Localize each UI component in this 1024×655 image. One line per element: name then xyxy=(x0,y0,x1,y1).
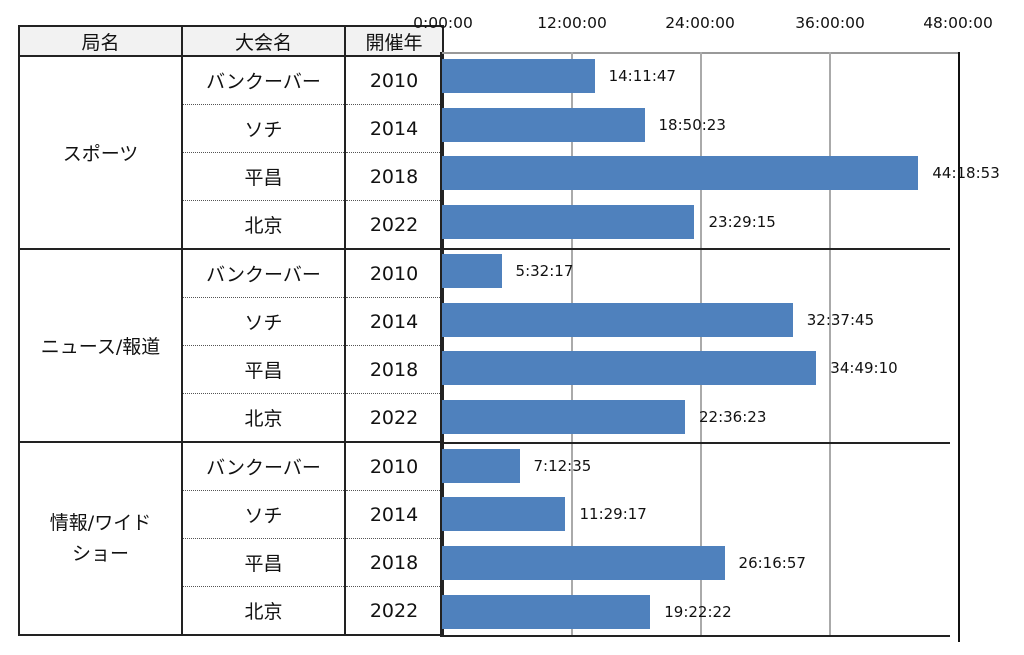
event-cell: 北京 xyxy=(181,393,346,443)
bar xyxy=(442,546,725,580)
year-cell: 2010 xyxy=(344,441,444,491)
year-cell: 2014 xyxy=(344,490,444,539)
year-cell: 2018 xyxy=(344,345,444,394)
event-cell: 平昌 xyxy=(181,345,346,394)
year-cell: 2010 xyxy=(344,55,444,105)
header-year: 開催年 xyxy=(344,25,444,57)
bar-value-label: 5:32:17 xyxy=(515,261,574,280)
bar-value-label: 22:36:23 xyxy=(699,407,767,426)
bar xyxy=(442,594,651,629)
event-cell: 平昌 xyxy=(181,538,346,587)
station-news: ニュース/報道 xyxy=(18,248,183,443)
plot-left-axis xyxy=(440,52,442,636)
event-cell: 北京 xyxy=(181,586,346,636)
bar-value-label: 34:49:10 xyxy=(830,359,898,378)
bar-value-label: 14:11:47 xyxy=(608,67,676,85)
station-line-2: ショー xyxy=(71,542,129,565)
bar xyxy=(442,399,685,434)
year-cell: 2018 xyxy=(344,152,444,201)
station-sports: スポーツ xyxy=(18,55,183,250)
plot-right-border xyxy=(958,52,960,642)
bar xyxy=(442,107,645,142)
x-tick-label: 36:00:00 xyxy=(795,14,865,32)
year-cell: 2018 xyxy=(344,538,444,587)
bar-value-label: 26:16:57 xyxy=(738,554,806,572)
gridline xyxy=(829,52,831,636)
event-cell: ソチ xyxy=(181,297,346,346)
bar xyxy=(442,302,793,337)
event-cell: バンクーバー xyxy=(181,248,346,298)
program-table: 局名 大会名 開催年 スポーツ バンクーバー 2010 ソチ 2014 平昌 2… xyxy=(18,25,444,636)
x-tick-label: 48:00:00 xyxy=(923,14,993,32)
bar-value-label: 32:37:45 xyxy=(806,310,875,329)
bar xyxy=(442,156,919,191)
bar xyxy=(442,448,520,483)
header-station: 局名 xyxy=(18,25,183,57)
bar xyxy=(442,59,595,93)
group-separator xyxy=(440,248,950,250)
group-separator xyxy=(440,635,950,637)
bar xyxy=(442,351,817,386)
group-separator xyxy=(440,442,950,444)
event-cell: ソチ xyxy=(181,490,346,539)
bar-chart-plot: 14:11:47 18:50:23 44:18:53 23:29:15 5:32:17 3… xyxy=(440,52,1000,642)
event-cell: 北京 xyxy=(181,200,346,250)
header-event: 大会名 xyxy=(181,25,346,57)
bar xyxy=(442,253,502,288)
event-cell: バンクーバー xyxy=(181,55,346,105)
event-cell: ソチ xyxy=(181,104,346,153)
bar-value-label: 7:12:35 xyxy=(533,456,592,475)
bar-value-label: 11:29:17 xyxy=(579,505,647,524)
gridline xyxy=(700,52,702,636)
bar-value-label: 18:50:23 xyxy=(658,115,726,134)
gridline xyxy=(571,52,573,636)
bar-value-label: 44:18:53 xyxy=(932,164,1000,183)
station-line-1: 情報/ワイド xyxy=(49,512,152,535)
x-tick-label: 24:00:00 xyxy=(665,14,735,32)
bar xyxy=(442,497,566,532)
bar-value-label: 23:29:15 xyxy=(708,212,776,231)
event-cell: 平昌 xyxy=(181,152,346,201)
year-cell: 2014 xyxy=(344,104,444,153)
year-cell: 2022 xyxy=(344,586,444,636)
station-info-wideshow: 情報/ワイド ショー xyxy=(18,441,183,636)
x-tick-label: 12:00:00 xyxy=(537,14,607,32)
year-cell: 2010 xyxy=(344,248,444,298)
bar xyxy=(442,204,695,239)
event-cell: バンクーバー xyxy=(181,441,346,491)
year-cell: 2022 xyxy=(344,200,444,250)
year-cell: 2014 xyxy=(344,297,444,346)
bar-value-label: 19:22:22 xyxy=(664,602,732,621)
year-cell: 2022 xyxy=(344,393,444,443)
x-tick-label: 0:00:00 xyxy=(413,14,473,32)
